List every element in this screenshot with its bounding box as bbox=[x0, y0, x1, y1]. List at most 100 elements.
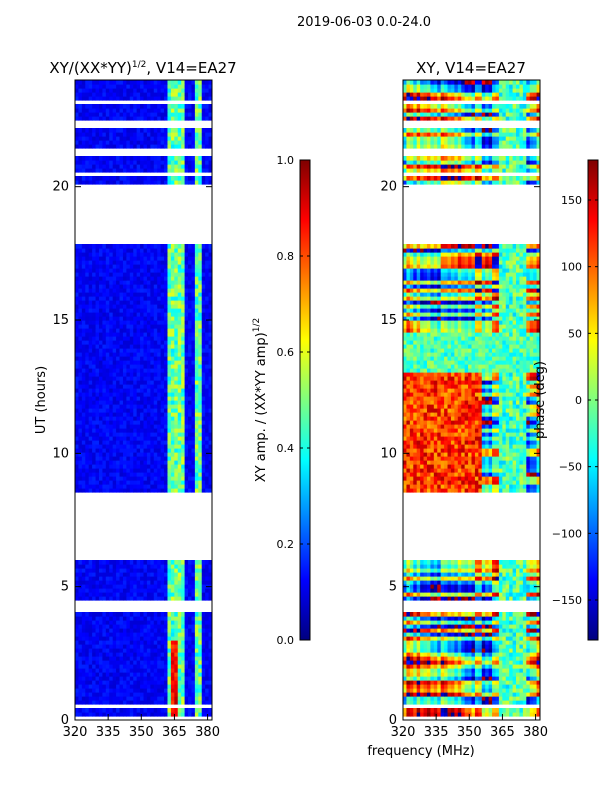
heatL-cell bbox=[140, 576, 145, 581]
heatL-cell bbox=[88, 360, 93, 365]
heatL-cell bbox=[75, 480, 80, 485]
heatL-cell bbox=[85, 476, 90, 481]
heatL-cell bbox=[150, 412, 155, 417]
heatL-cell bbox=[140, 328, 145, 333]
heatL-cell bbox=[174, 668, 179, 673]
heatL-cell bbox=[143, 388, 148, 393]
heatL-cell bbox=[85, 376, 90, 381]
heatL-cell bbox=[181, 456, 186, 461]
heatL-cell bbox=[174, 476, 179, 481]
heatL-cell bbox=[95, 488, 100, 493]
heatL-cell bbox=[105, 612, 110, 617]
heatL-cell bbox=[88, 672, 93, 677]
heatL-cell bbox=[157, 700, 162, 705]
heatL-cell bbox=[75, 292, 80, 297]
heatL-cell bbox=[122, 308, 127, 313]
heatL-cell bbox=[188, 636, 193, 641]
heatL-cell bbox=[129, 276, 134, 281]
heatL-cell bbox=[174, 416, 179, 421]
heatL-cell bbox=[136, 268, 141, 273]
heatL-cell bbox=[109, 156, 114, 161]
heatL-cell bbox=[119, 476, 124, 481]
heatL-cell bbox=[133, 464, 138, 469]
heatL-cell bbox=[160, 480, 165, 485]
heatL-cell bbox=[167, 648, 172, 653]
heatL-cell bbox=[88, 708, 93, 713]
heatL-cell bbox=[136, 688, 141, 693]
heatL-cell bbox=[143, 348, 148, 353]
heatL-cell bbox=[150, 436, 155, 441]
heatL-cell bbox=[140, 128, 145, 133]
heatL-cell bbox=[92, 332, 97, 337]
heatL-cell bbox=[150, 576, 155, 581]
heatL-cell bbox=[140, 476, 145, 481]
heatL-cell bbox=[153, 384, 158, 389]
heatL-cell bbox=[160, 352, 165, 357]
heatL-cell bbox=[85, 340, 90, 345]
heatL-cell bbox=[205, 388, 210, 393]
heatL-cell bbox=[198, 696, 203, 701]
heatL-cell bbox=[129, 568, 134, 573]
heatL-cell bbox=[102, 596, 107, 601]
heatL-cell bbox=[184, 428, 189, 433]
heatL-cell bbox=[78, 708, 83, 713]
heatL-cell bbox=[188, 416, 193, 421]
heatL-cell bbox=[85, 428, 90, 433]
heatL-cell bbox=[126, 376, 131, 381]
heatL-cell bbox=[105, 320, 110, 325]
heatL-cell bbox=[140, 424, 145, 429]
heatL-cell bbox=[153, 260, 158, 265]
heatL-cell bbox=[78, 464, 83, 469]
heatL-cell bbox=[140, 708, 145, 713]
heatL-cell bbox=[92, 380, 97, 385]
heatL-cell bbox=[174, 144, 179, 149]
heatL-cell bbox=[75, 436, 80, 441]
heatL-cell bbox=[194, 104, 199, 109]
heatL-cell bbox=[198, 92, 203, 97]
heatL-cell bbox=[81, 88, 86, 93]
heatL-cell bbox=[153, 96, 158, 101]
heatL-cell bbox=[102, 640, 107, 645]
heatL-cell bbox=[164, 380, 169, 385]
heatL-cell bbox=[95, 308, 100, 313]
heatL-cell bbox=[160, 368, 165, 373]
heatL-cell bbox=[102, 156, 107, 161]
heatL-cell bbox=[88, 440, 93, 445]
heatL-cell bbox=[98, 264, 103, 269]
heatL-cell bbox=[146, 352, 151, 357]
heatL-cell bbox=[85, 696, 90, 701]
heatL-cell bbox=[153, 312, 158, 317]
heatL-cell bbox=[205, 636, 210, 641]
heatL-cell bbox=[177, 472, 182, 477]
heatL-cell bbox=[129, 372, 134, 377]
heatL-cell bbox=[136, 116, 141, 121]
heatL-cell bbox=[92, 264, 97, 269]
heatL-cell bbox=[160, 432, 165, 437]
heatL-cell bbox=[150, 300, 155, 305]
heatL-cell bbox=[136, 376, 141, 381]
heatL-cell bbox=[146, 692, 151, 697]
heatR-cell bbox=[533, 692, 538, 697]
heatL-cell bbox=[102, 628, 107, 633]
heatL-cell bbox=[150, 476, 155, 481]
heatL-cell bbox=[119, 272, 124, 277]
heatL-cell bbox=[85, 176, 90, 181]
heatL-cell bbox=[140, 104, 145, 109]
heatL-cell bbox=[112, 628, 117, 633]
heatL-cell bbox=[170, 400, 175, 405]
heatL-cell bbox=[85, 396, 90, 401]
heatL-cell bbox=[191, 708, 196, 713]
heatL-cell bbox=[181, 376, 186, 381]
heatL-cell bbox=[181, 312, 186, 317]
heatL-cell bbox=[136, 664, 141, 669]
heatL-cell bbox=[164, 244, 169, 249]
heatL-cell bbox=[198, 436, 203, 441]
heatL-cell bbox=[112, 304, 117, 309]
heatL-cell bbox=[92, 460, 97, 465]
heatL-cell bbox=[153, 572, 158, 577]
heatL-cell bbox=[102, 144, 107, 149]
heatL-cell bbox=[201, 176, 206, 181]
heatL-cell bbox=[102, 296, 107, 301]
heatL-cell bbox=[201, 272, 206, 277]
heatL-cell bbox=[188, 484, 193, 489]
